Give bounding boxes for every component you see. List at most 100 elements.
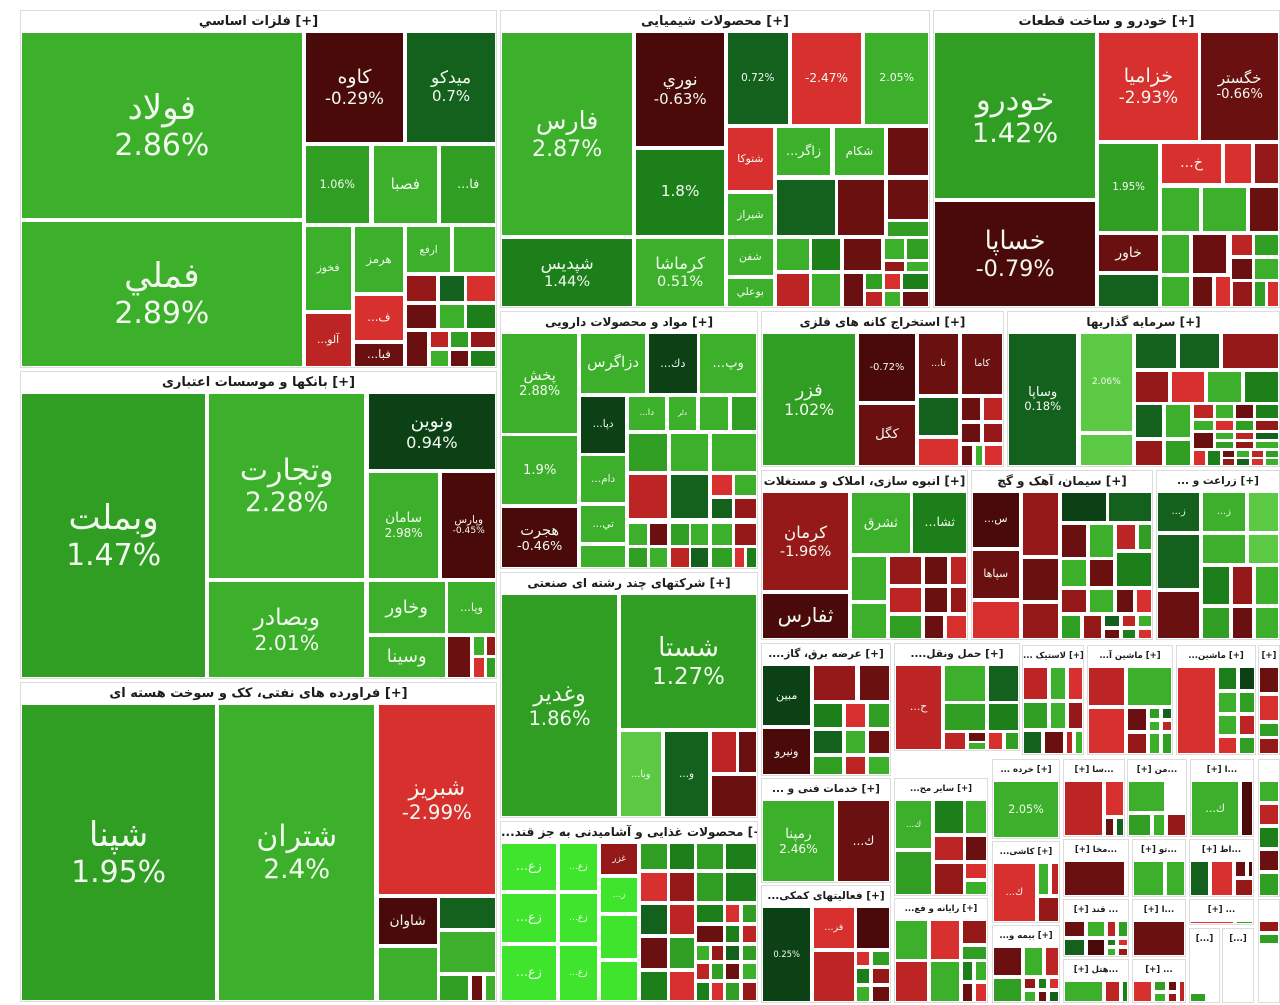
tile[interactable] [924, 555, 949, 586]
tile[interactable] [430, 330, 449, 349]
stock-tile[interactable]: ...ح [895, 665, 943, 750]
stock-tile[interactable]: شتوکا [726, 126, 774, 192]
tile[interactable] [872, 986, 890, 1002]
tile[interactable] [983, 423, 1003, 444]
tile[interactable] [450, 349, 469, 367]
tile[interactable] [856, 907, 890, 949]
tile[interactable] [741, 945, 757, 962]
tile[interactable] [1254, 257, 1279, 280]
tile[interactable] [1259, 804, 1279, 825]
tile[interactable] [944, 732, 966, 750]
tile[interactable] [1202, 565, 1230, 606]
tile[interactable] [1239, 667, 1255, 691]
tile[interactable] [1135, 440, 1163, 466]
sector-title[interactable]: [+] ... [1133, 960, 1185, 981]
tile[interactable] [741, 903, 757, 923]
sector-title[interactable]: محصولات شیمیایی [+] [501, 11, 929, 32]
tile[interactable] [669, 871, 695, 902]
tile[interactable] [1106, 938, 1117, 947]
tile[interactable] [669, 546, 690, 568]
tile[interactable] [1127, 707, 1147, 731]
tile[interactable] [1167, 981, 1178, 991]
tile[interactable] [600, 961, 638, 1001]
tile[interactable] [1135, 370, 1169, 403]
sector-title[interactable]: ...ماشین [+] [1177, 646, 1255, 667]
tile[interactable] [961, 445, 974, 466]
tile[interactable] [972, 601, 1020, 639]
tile[interactable] [1254, 142, 1279, 185]
tile[interactable] [1259, 722, 1279, 737]
stock-tile[interactable]: شبریز -2.99% [377, 704, 496, 896]
tile[interactable]: 1.9% [501, 435, 579, 506]
tile[interactable] [961, 396, 982, 422]
tile[interactable] [1021, 603, 1060, 639]
tile[interactable] [695, 963, 710, 981]
tile[interactable] [837, 178, 886, 237]
tile[interactable] [1104, 781, 1124, 816]
tile[interactable] [471, 975, 484, 1001]
tile[interactable] [1106, 948, 1117, 956]
sector-title[interactable]: [...] [1223, 929, 1253, 950]
tile[interactable] [1044, 730, 1064, 754]
stock-tile[interactable]: غزر [600, 843, 638, 876]
tile[interactable] [669, 937, 695, 969]
tile[interactable] [485, 975, 496, 1001]
tile[interactable] [1231, 565, 1254, 606]
tile[interactable] [1247, 492, 1279, 532]
tile[interactable] [775, 238, 810, 272]
tile[interactable] [851, 603, 887, 639]
tile[interactable] [1064, 981, 1103, 1002]
stock-tile[interactable]: شستا 1.27% [620, 594, 757, 730]
tile[interactable] [725, 924, 741, 944]
tile[interactable] [1249, 186, 1279, 233]
tile[interactable] [640, 843, 669, 870]
tile[interactable] [725, 903, 741, 923]
stock-tile[interactable]: كاوه -0.29% [304, 32, 405, 143]
tile[interactable] [987, 665, 1019, 702]
tile[interactable] [1217, 736, 1238, 754]
tile[interactable] [627, 432, 668, 473]
sector-title[interactable]: [+] هتل... [1064, 960, 1128, 981]
sector-title[interactable]: [+] اط... [1190, 840, 1253, 861]
stock-tile[interactable]: ...خ [1160, 142, 1223, 185]
tile[interactable] [1122, 629, 1137, 639]
tile[interactable] [813, 730, 843, 755]
tile[interactable] [1051, 863, 1059, 896]
tile[interactable] [868, 730, 890, 755]
tile[interactable] [1021, 492, 1060, 556]
tile[interactable] [466, 304, 496, 329]
tile[interactable] [842, 238, 883, 272]
stock-tile[interactable]: ...زاگر [775, 126, 832, 177]
tile[interactable] [1231, 281, 1254, 307]
tile[interactable] [695, 982, 710, 1001]
tile[interactable] [1239, 715, 1255, 735]
tile[interactable] [1079, 434, 1134, 466]
tile[interactable] [902, 273, 929, 290]
tile[interactable]: 0.72% [726, 32, 789, 125]
tile[interactable] [1211, 861, 1233, 896]
sector-title[interactable]: ...ماشین آ [+] [1088, 646, 1172, 667]
tile[interactable] [695, 924, 724, 944]
tile[interactable] [1254, 234, 1279, 257]
sector-title[interactable]: [+] [1259, 646, 1279, 667]
tile[interactable] [1088, 707, 1126, 754]
tile[interactable] [872, 950, 890, 967]
stock-tile[interactable]: ...آلو [304, 313, 352, 367]
tile[interactable] [1067, 667, 1083, 700]
stock-tile[interactable]: خساپا -0.79% [934, 201, 1097, 307]
tile[interactable] [1037, 978, 1048, 990]
tile[interactable] [868, 756, 890, 775]
sector-title[interactable] [1259, 900, 1279, 921]
tile[interactable] [695, 945, 710, 962]
stock-tile[interactable]: ...وپ [699, 333, 757, 394]
tile[interactable] [438, 275, 465, 302]
tile[interactable] [1236, 449, 1250, 458]
stock-tile[interactable]: وسینا [367, 636, 446, 678]
tile[interactable] [711, 474, 734, 497]
tile[interactable] [486, 656, 496, 678]
stock-tile[interactable]: ميدكو 0.7% [406, 32, 496, 143]
tile[interactable] [844, 730, 867, 755]
stock-tile[interactable]: هرمز [353, 226, 405, 293]
tile[interactable] [887, 178, 929, 221]
tile[interactable] [1098, 274, 1159, 307]
